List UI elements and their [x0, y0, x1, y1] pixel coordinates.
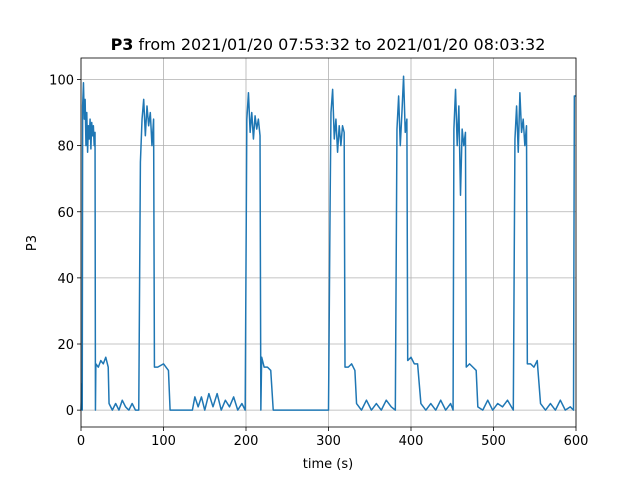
title-text: from 2021/01/20 07:53:32 to 2021/01/20 0…	[139, 35, 546, 54]
x-tick-label: 300	[316, 434, 341, 449]
y-tick-label: 60	[57, 206, 74, 221]
x-tick-label: 500	[481, 434, 506, 449]
x-tick-label: 0	[77, 434, 85, 449]
x-tick-label: 400	[399, 434, 424, 449]
x-tick-label: 600	[564, 434, 589, 449]
title-bold: P3	[111, 35, 134, 54]
y-tick-label: 40	[57, 272, 74, 287]
y-tick-label: 80	[57, 140, 74, 155]
y-tick-label: 20	[57, 338, 74, 353]
data-line	[80, 75, 576, 411]
x-tick-label: 100	[151, 434, 176, 449]
y-axis-label: P3	[25, 235, 40, 251]
plot-frame	[80, 57, 577, 428]
y-tick-label: 100	[49, 73, 74, 88]
chart-title: P3 from 2021/01/20 07:53:32 to 2021/01/2…	[111, 35, 546, 54]
x-tick-label: 200	[234, 434, 259, 449]
y-tick-label: 0	[66, 404, 74, 419]
x-axis-label: time (s)	[303, 457, 353, 472]
